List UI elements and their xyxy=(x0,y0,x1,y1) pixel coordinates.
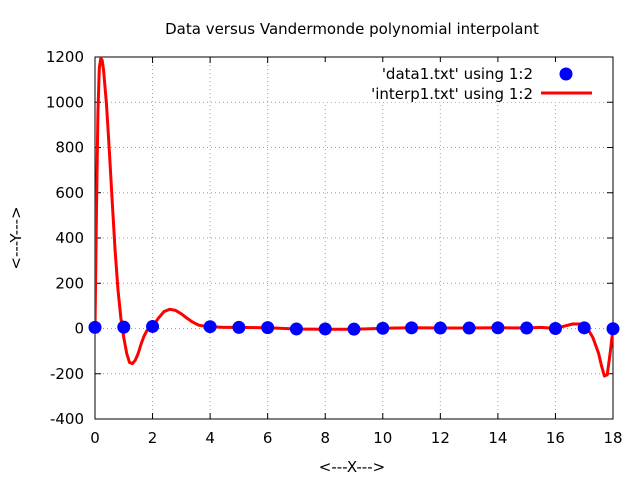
x-tick-label: 8 xyxy=(320,429,330,447)
chart-title: Data versus Vandermonde polynomial inter… xyxy=(165,20,539,38)
grid xyxy=(95,57,613,419)
x-tick-label: 16 xyxy=(546,429,565,447)
x-tick-label: 4 xyxy=(205,429,215,447)
y-tick-label: 1200 xyxy=(46,48,84,66)
data-point xyxy=(203,320,217,334)
x-tick-label: 0 xyxy=(90,429,100,447)
data-point xyxy=(376,321,390,335)
data-point xyxy=(606,322,620,336)
data-point xyxy=(289,322,303,336)
y-tick-label: 200 xyxy=(55,274,84,292)
data-point xyxy=(433,321,447,335)
legend-label-data1: 'data1.txt' using 1:2 xyxy=(382,65,533,83)
data-point xyxy=(520,321,534,335)
data-point xyxy=(548,322,562,335)
data-point xyxy=(261,321,275,335)
y-tick-label: -400 xyxy=(50,410,84,428)
x-tick-label: 14 xyxy=(488,429,507,447)
data-point xyxy=(117,320,131,334)
x-axis-label: <---X---> xyxy=(319,458,385,476)
data-point xyxy=(577,321,591,335)
x-tick-label: 10 xyxy=(373,429,392,447)
x-tick-label: 6 xyxy=(263,429,273,447)
y-tick-label: 600 xyxy=(55,184,84,202)
series xyxy=(88,57,620,378)
y-axis-label: <---Y---> xyxy=(7,206,25,269)
data-point xyxy=(491,321,505,335)
data-point xyxy=(347,322,361,336)
x-tick-label: 12 xyxy=(431,429,450,447)
y-tick-label: 1000 xyxy=(46,93,84,111)
data-point xyxy=(405,321,419,335)
legend-label-interp1: 'interp1.txt' using 1:2 xyxy=(371,85,533,103)
x-tick-label: 18 xyxy=(603,429,622,447)
legend: 'data1.txt' using 1:2 'interp1.txt' usin… xyxy=(298,62,606,103)
y-tick-label: 0 xyxy=(74,320,84,338)
data-point xyxy=(462,321,476,335)
data-point xyxy=(88,320,102,334)
x-tick-label: 2 xyxy=(148,429,158,447)
y-ticks: -400 -200 0 200 400 600 800 1000 1200 xyxy=(46,48,613,428)
y-tick-label: -200 xyxy=(50,365,84,383)
legend-marker-data1 xyxy=(559,67,573,81)
y-tick-label: 400 xyxy=(55,229,84,247)
data-point xyxy=(318,322,332,336)
data-point xyxy=(146,319,160,333)
y-tick-label: 800 xyxy=(55,139,84,157)
x-ticks: 0 2 4 6 8 10 12 14 16 18 xyxy=(90,57,623,447)
data-point xyxy=(232,320,246,334)
interpolant-line xyxy=(95,57,613,378)
